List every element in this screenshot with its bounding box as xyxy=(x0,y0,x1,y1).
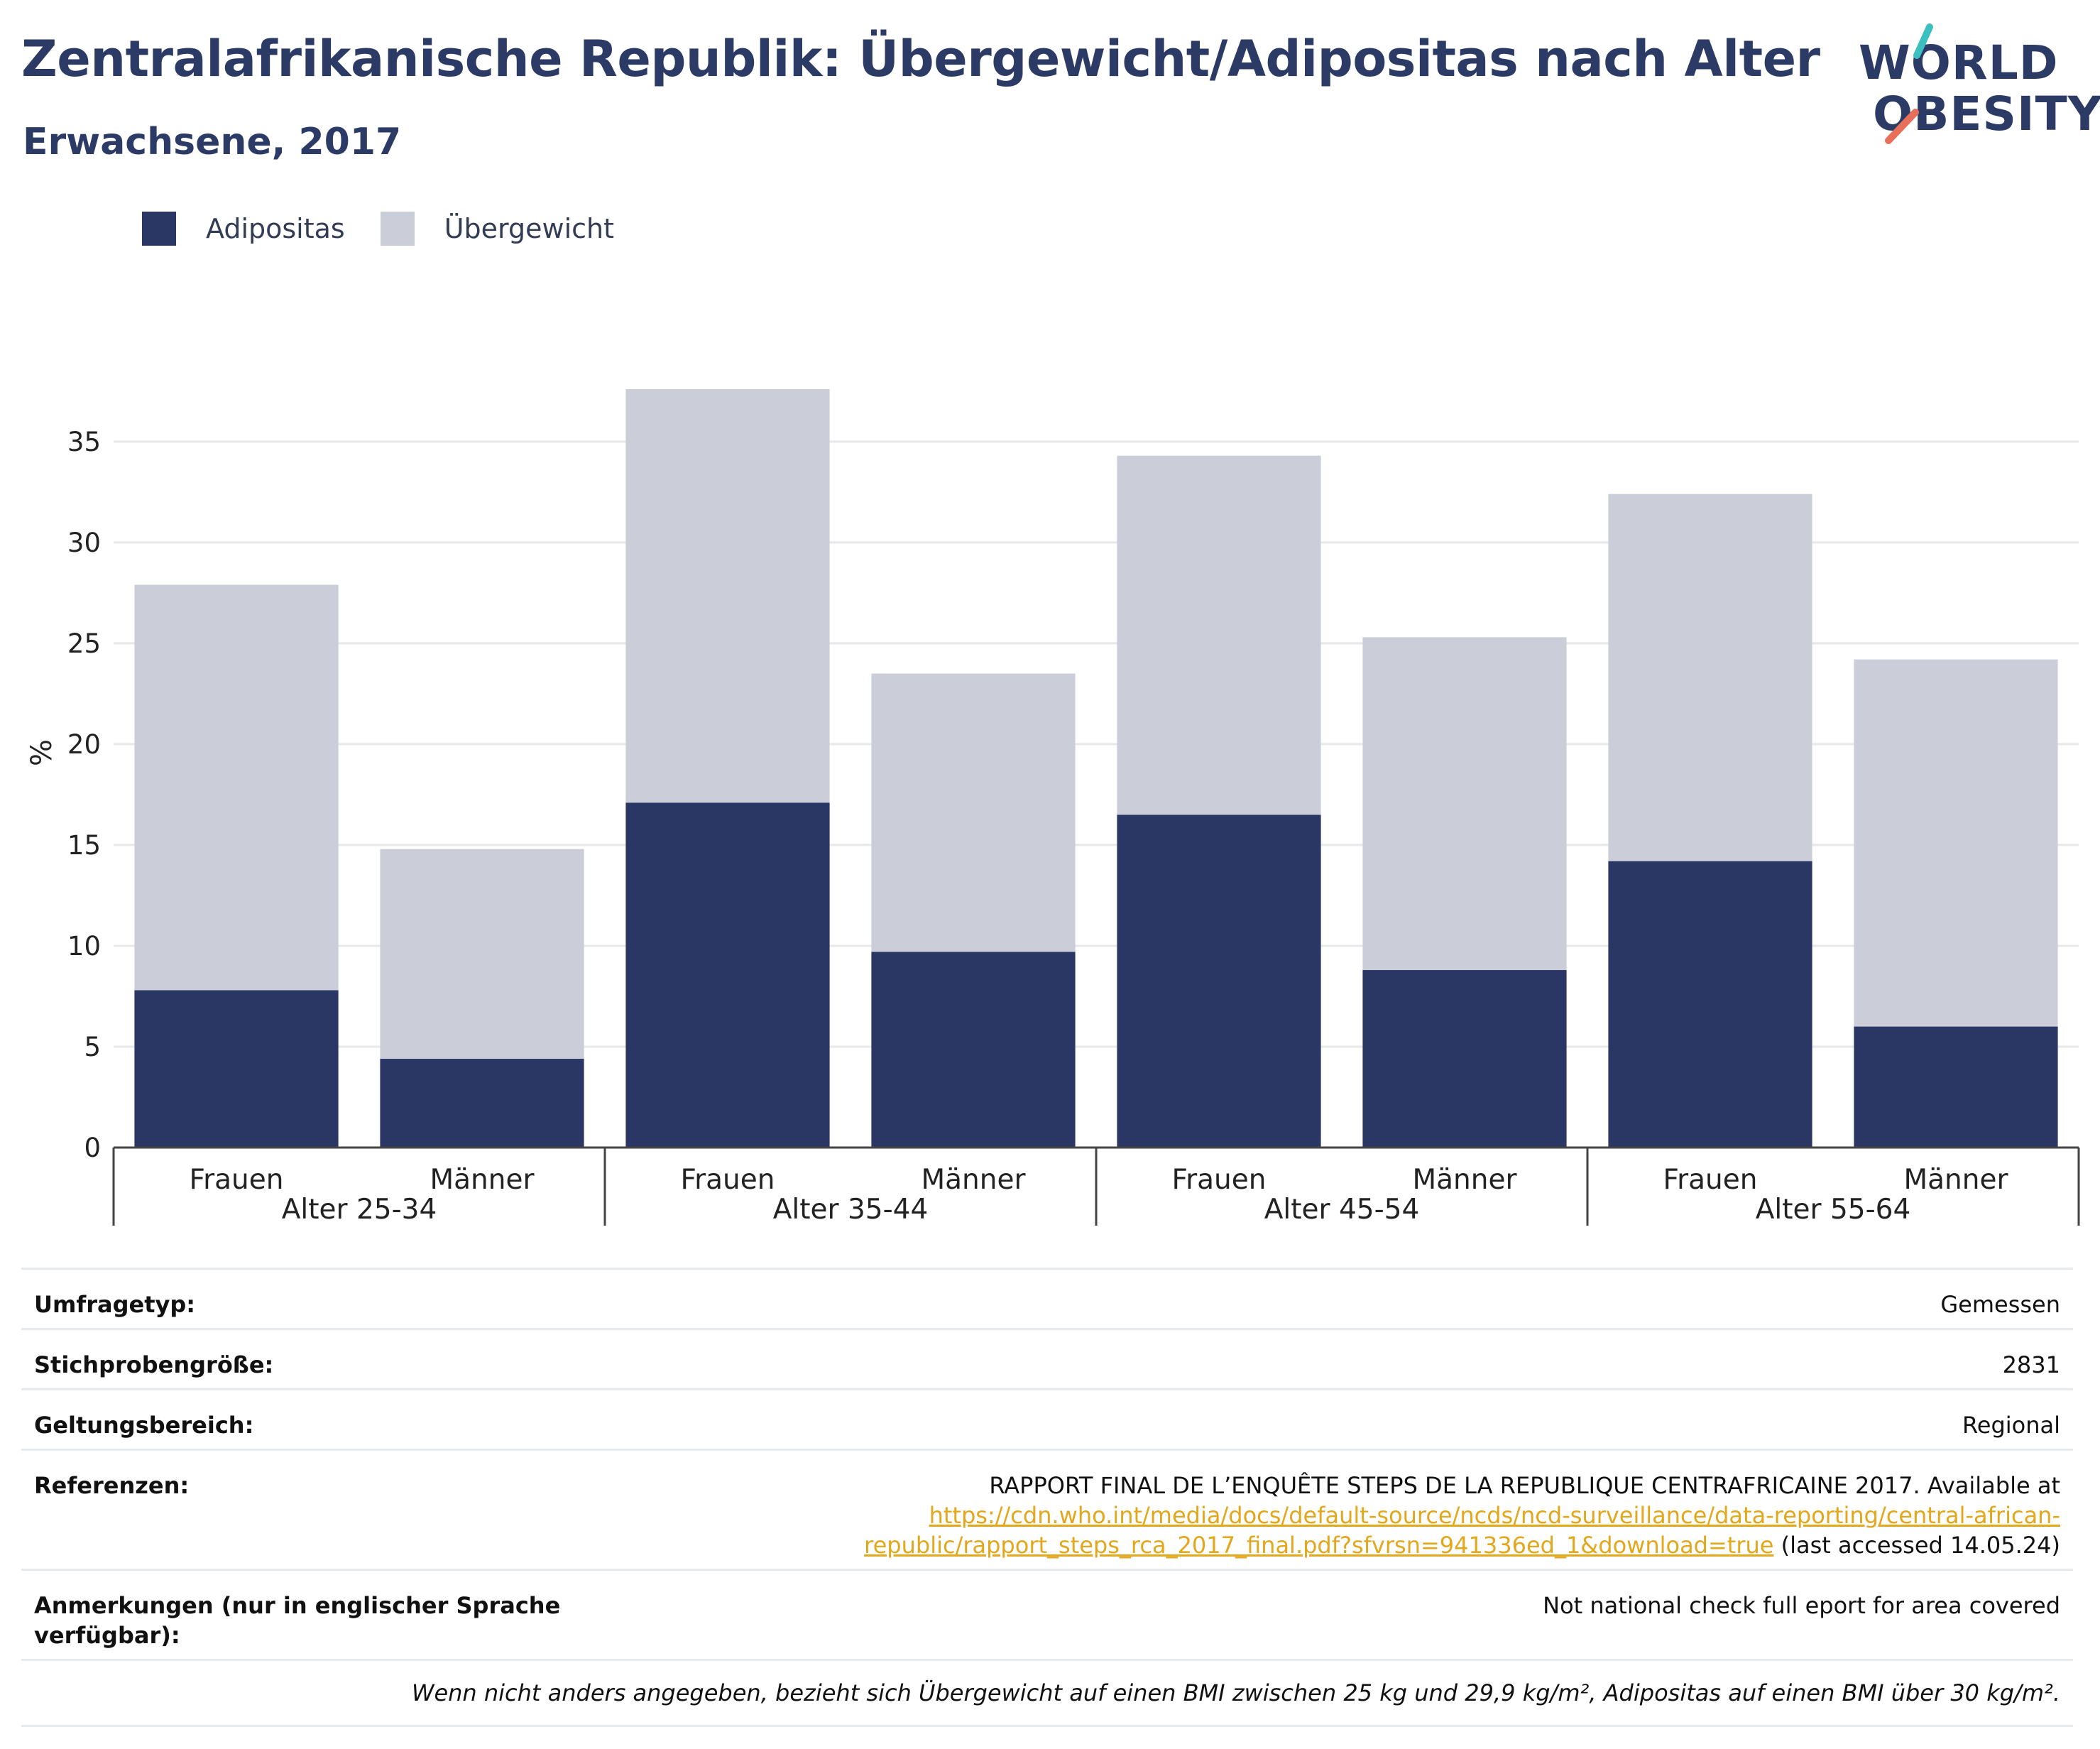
x-category-label: Männer xyxy=(921,1164,1026,1196)
x-category-label: Frauen xyxy=(681,1164,775,1196)
info-row-references: Referenzen: RAPPORT FINAL DE L’ENQUÊTE S… xyxy=(21,1449,2073,1569)
info-row-sample-size: Stichprobengröße: 2831 xyxy=(21,1328,2073,1388)
bar-uebergewicht xyxy=(380,849,584,1059)
bar-adipositas xyxy=(1854,1026,2058,1148)
bar-adipositas xyxy=(1608,861,1812,1148)
info-label: Geltungsbereich: xyxy=(34,1412,254,1439)
y-tick-label: 15 xyxy=(67,830,101,861)
bar-adipositas xyxy=(1117,814,1321,1148)
info-table: Umfragetyp: Gemessen Stichprobengröße: 2… xyxy=(21,1268,2073,1727)
legend-swatch-uebergewicht xyxy=(380,212,415,246)
bar-adipositas xyxy=(380,1059,584,1148)
x-category-label: Männer xyxy=(430,1164,535,1196)
info-label: Referenzen: xyxy=(34,1472,190,1499)
references-link[interactable]: https://cdn.who.int/media/docs/default-s… xyxy=(929,1502,2060,1529)
legend-item-adipositas[interactable]: Adipositas xyxy=(142,212,345,246)
x-group-label: Alter 45-54 xyxy=(1264,1194,1420,1226)
chart-legend: Adipositas Übergewicht xyxy=(142,212,650,246)
y-tick-label: 5 xyxy=(84,1032,101,1062)
legend-label-uebergewicht: Übergewicht xyxy=(444,213,614,244)
stacked-bar-chart: 0 5 10 15 20 25 30 35% Frauen Männer Frauen Männer F… xyxy=(26,389,2080,1226)
y-tick-label: 30 xyxy=(67,528,101,558)
world-obesity-logo: WORLD OBESITY xyxy=(1853,21,2100,156)
bar-uebergewicht xyxy=(1854,659,2058,1027)
footnote: Wenn nicht anders angegeben, bezieht sic… xyxy=(21,1659,2073,1727)
x-group-label: Alter 35-44 xyxy=(773,1194,929,1226)
info-value: Gemessen xyxy=(1940,1291,2060,1318)
info-row-notes: Anmerkungen (nur in englischer Sprache v… xyxy=(21,1569,2073,1659)
info-row-survey-type: Umfragetyp: Gemessen xyxy=(21,1268,2073,1328)
info-label: Stichprobengröße: xyxy=(34,1351,274,1378)
info-label: Anmerkungen (nur in englischer Sprache v… xyxy=(34,1592,561,1649)
y-tick-label: 25 xyxy=(67,628,101,659)
y-tick-label: 10 xyxy=(67,931,101,961)
bar-adipositas xyxy=(625,802,830,1148)
info-value: Regional xyxy=(1962,1412,2060,1439)
references-value: RAPPORT FINAL DE L’ENQUÊTE STEPS DE LA R… xyxy=(864,1451,2073,1569)
page-title: Zentralafrikanische Republik: Übergewich… xyxy=(21,30,1820,88)
bar-uebergewicht xyxy=(1117,455,1321,815)
info-value: Not national check full eport for area c… xyxy=(1543,1592,2060,1619)
x-category-label: Frauen xyxy=(1172,1164,1267,1196)
x-group-label: Alter 55-64 xyxy=(1756,1194,1911,1226)
references-suffix: (last accessed 14.05.24) xyxy=(1773,1532,2060,1559)
bar-uebergewicht xyxy=(1362,637,1567,971)
bar-adipositas xyxy=(871,952,1076,1148)
x-category-label: Männer xyxy=(1903,1164,2008,1196)
info-row-scope: Geltungsbereich: Regional xyxy=(21,1388,2073,1449)
references-text: RAPPORT FINAL DE L’ENQUÊTE STEPS DE LA R… xyxy=(989,1472,2060,1499)
x-group-label: Alter 25-34 xyxy=(282,1194,437,1226)
info-value: 2831 xyxy=(2002,1351,2060,1378)
legend-item-uebergewicht[interactable]: Übergewicht xyxy=(380,212,614,246)
info-label: Umfragetyp: xyxy=(34,1291,196,1318)
y-axis-label: % xyxy=(26,739,58,766)
bar-uebergewicht xyxy=(625,389,830,803)
references-link-cont[interactable]: republic/rapport_steps_rca_2017_final.pd… xyxy=(864,1532,1774,1559)
x-category-label: Männer xyxy=(1412,1164,1517,1196)
page-subtitle: Erwachsene, 2017 xyxy=(23,121,402,163)
bar-adipositas xyxy=(1362,970,1567,1148)
bar-adipositas xyxy=(134,990,339,1148)
y-tick-label: 20 xyxy=(67,729,101,760)
y-tick-label: 35 xyxy=(67,427,101,457)
legend-swatch-adipositas xyxy=(142,212,176,246)
bar-uebergewicht xyxy=(871,673,1076,952)
logo-word-1: WORLD xyxy=(1859,36,2059,90)
legend-label-adipositas: Adipositas xyxy=(206,213,345,244)
x-category-label: Frauen xyxy=(1663,1164,1758,1196)
logo-slash-icon xyxy=(1885,23,1933,144)
x-category-label: Frauen xyxy=(190,1164,284,1196)
y-tick-label: 0 xyxy=(84,1133,101,1163)
bar-uebergewicht xyxy=(134,584,339,991)
bar-uebergewicht xyxy=(1608,494,1812,861)
